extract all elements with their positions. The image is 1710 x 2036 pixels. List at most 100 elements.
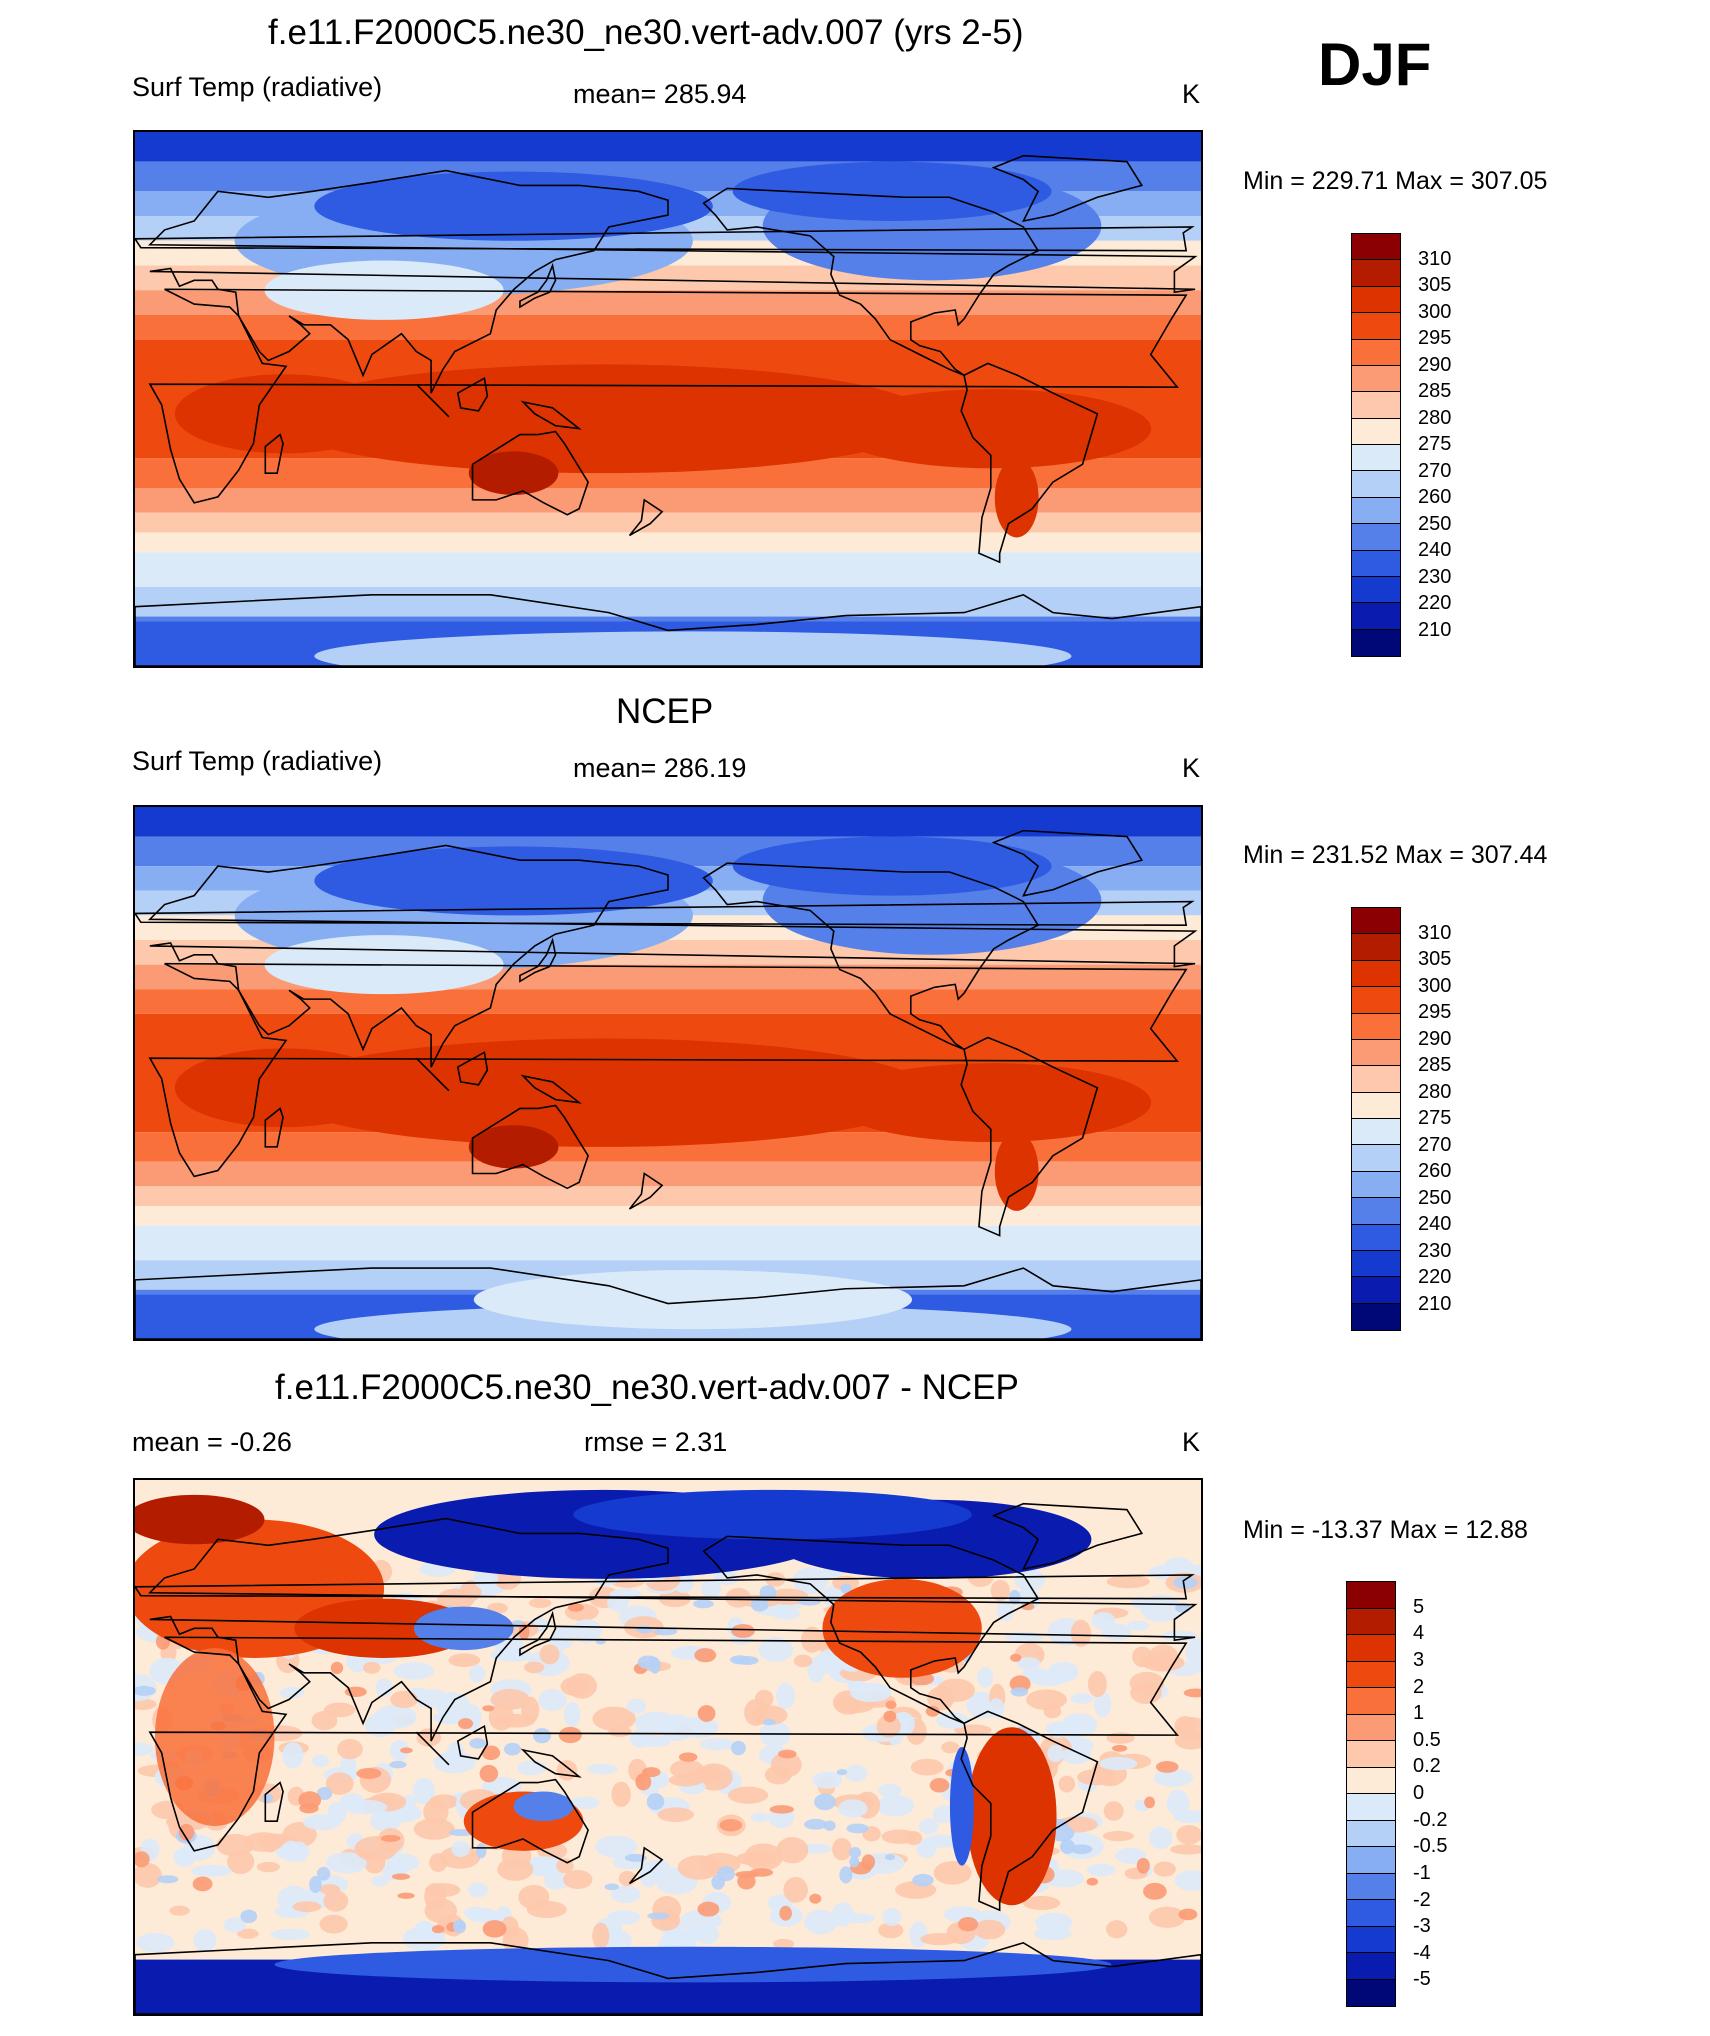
colorbar-tick-label: 220: [1418, 592, 1452, 614]
colorbar-tick-label: 275: [1418, 1107, 1452, 1129]
colorbar-swatch: [1347, 1741, 1395, 1768]
coastline-outline: [456, 1724, 489, 1760]
colorbar-swatch: [1352, 550, 1400, 577]
colorbar-swatch: [1352, 365, 1400, 393]
panel3-minmax: Min = -13.37 Max = 12.88: [1243, 1516, 1528, 1544]
colorbar-swatch: [1347, 1767, 1395, 1794]
colorbar-tick-label: 230: [1418, 565, 1452, 588]
colorbar-swatch: [1347, 1873, 1395, 1900]
panel2-colorbar: [1351, 907, 1401, 1331]
colorbar-swatch: [1352, 1119, 1400, 1146]
panel3-colorbar: [1346, 1581, 1396, 2007]
colorbar-swatch: [1352, 1092, 1400, 1119]
colorbar-tick-label: -1: [1413, 1861, 1431, 1884]
colorbar-swatch: [1352, 234, 1400, 261]
colorbar-tick-label: 310: [1418, 247, 1452, 270]
coastline-outline: [135, 593, 1201, 666]
colorbar-swatch: [1352, 313, 1400, 340]
coastlines: [135, 154, 1201, 666]
colorbar-swatch: [1347, 1714, 1395, 1741]
panel3-title: f.e11.F2000C5.ne30_ne30.vert-adv.007 - N…: [275, 1368, 1019, 1407]
colorbar-tick-label: 295: [1418, 327, 1452, 349]
colorbar-tick-label: 0: [1413, 1782, 1425, 1804]
coastline-outline: [456, 1051, 489, 1086]
colorbar-swatch: [1347, 1847, 1395, 1874]
coastline-outline: [519, 262, 557, 309]
panel3-units-label: K: [1182, 1427, 1201, 1457]
coastline-outline: [960, 1710, 1099, 1912]
coastline-outline: [960, 1036, 1099, 1237]
colorbar-swatch: [1352, 934, 1400, 961]
contour-field: [135, 1480, 1201, 2014]
colorbar-tick-label: 0.2: [1413, 1755, 1441, 1778]
coastline-outline: [135, 900, 1195, 927]
colorbar-tick-label: -3: [1413, 1915, 1431, 1938]
coastline-outline: [415, 1057, 450, 1092]
panel1-units-label: K: [1182, 79, 1201, 109]
coastline-outline: [628, 498, 664, 537]
colorbar-swatch: [1352, 1013, 1400, 1040]
colorbar-tick-label: 220: [1418, 1266, 1452, 1288]
colorbar-tick-label: 2: [1413, 1675, 1425, 1698]
coastline-outline: [264, 433, 284, 474]
coastline-outline: [991, 829, 1144, 897]
contour-field: [135, 807, 1201, 1339]
colorbar-tick-label: 210: [1418, 618, 1452, 641]
colorbar-tick-label: -0.5: [1413, 1835, 1448, 1858]
colorbar-tick-label: 3: [1413, 1648, 1425, 1671]
colorbar-tick-label: 250: [1418, 1186, 1452, 1209]
panel1-mean-label: mean= 285.94: [573, 79, 747, 109]
coastline-outline: [415, 383, 450, 418]
contour-field: [135, 132, 1201, 666]
colorbar-swatch: [1352, 908, 1400, 935]
colorbar-swatch: [1352, 603, 1400, 630]
panel2-map: [133, 805, 1203, 1341]
colorbar-tick-label: 210: [1418, 1292, 1452, 1315]
colorbar-swatch: [1352, 1171, 1400, 1199]
colorbar-swatch: [1347, 1635, 1395, 1662]
coastline-outline: [264, 1781, 284, 1822]
colorbar-tick-label: 290: [1418, 353, 1452, 376]
coastline-outline: [135, 226, 1195, 252]
panel1-title: f.e11.F2000C5.ne30_ne30.vert-adv.007 (yr…: [268, 13, 1024, 52]
colorbar-swatch: [1352, 471, 1400, 498]
coastline-outline: [702, 1535, 1040, 1724]
coastline-outline: [148, 962, 1188, 1178]
coastline-outline: [471, 430, 589, 516]
colorbar-swatch: [1352, 629, 1400, 656]
colorbar-swatch: [1352, 1250, 1400, 1278]
colorbar-tick-label: 270: [1418, 459, 1452, 482]
colorbar-swatch: [1352, 418, 1400, 445]
coastline-outline: [520, 1748, 582, 1778]
colorbar-tick-label: 290: [1418, 1027, 1452, 1050]
coastline-outline: [520, 400, 582, 430]
colorbar-swatch: [1352, 497, 1400, 525]
colorbar-swatch: [1352, 1303, 1400, 1330]
coastline-outline: [147, 169, 1198, 394]
coastline-outline: [628, 1846, 664, 1885]
colorbar-swatch: [1352, 960, 1400, 988]
colorbar-tick-label: 0.5: [1413, 1728, 1441, 1751]
colorbar-swatch: [1347, 1794, 1395, 1821]
panel1-colorbar: [1351, 233, 1401, 657]
colorbar-tick-label: 250: [1418, 512, 1452, 535]
colorbar-swatch: [1352, 1277, 1400, 1304]
colorbar-swatch: [1352, 260, 1400, 287]
colorbar-swatch: [1352, 987, 1400, 1014]
coastline-outline: [628, 1172, 664, 1210]
colorbar-tick-label: 300: [1418, 300, 1452, 323]
colorbar-swatch: [1347, 1582, 1395, 1609]
colorbar-swatch: [1347, 1688, 1395, 1715]
colorbar-tick-label: 280: [1418, 1080, 1452, 1103]
coastline-outline: [991, 154, 1144, 223]
colorbar-swatch: [1352, 286, 1400, 314]
colorbar-tick-label: 305: [1418, 274, 1452, 296]
panel2-title: NCEP: [616, 692, 714, 731]
colorbar-tick-label: -0.2: [1413, 1808, 1448, 1831]
panel2-mean-label: mean= 286.19: [573, 753, 747, 783]
coastline-outline: [991, 1502, 1144, 1571]
colorbar-swatch: [1347, 1979, 1395, 2006]
coastline-outline: [147, 844, 1198, 1068]
colorbar-tick-label: 230: [1418, 1239, 1452, 1262]
colorbar-swatch: [1352, 445, 1400, 472]
